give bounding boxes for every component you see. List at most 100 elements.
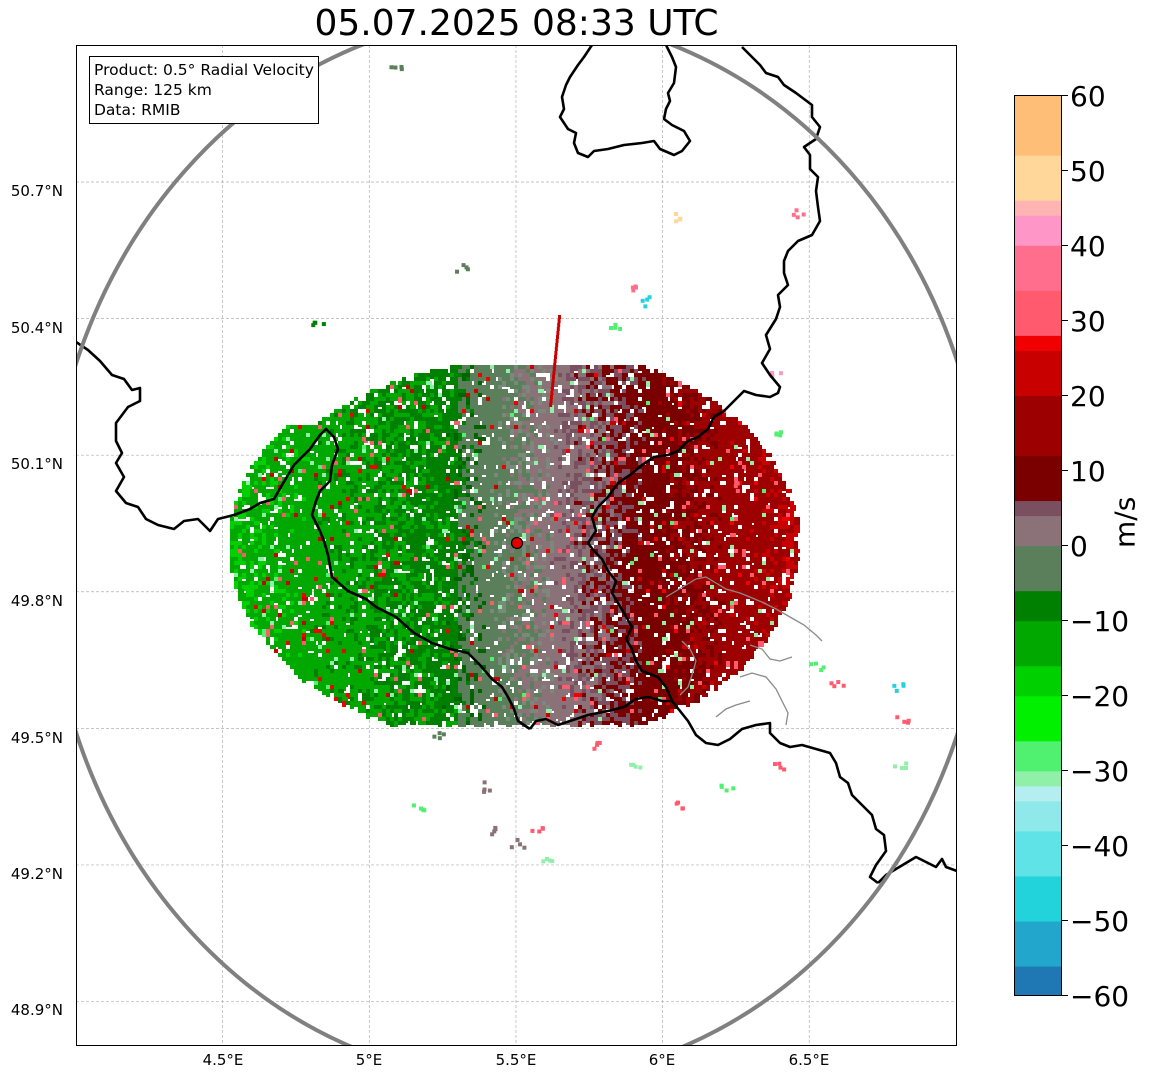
echo-bin — [514, 405, 518, 411]
echo-bin — [482, 409, 488, 413]
echo-bin — [326, 509, 332, 513]
echo-bin — [398, 385, 402, 389]
echo-bin — [602, 469, 606, 473]
echo-bin — [346, 441, 352, 447]
echo-bin — [494, 453, 498, 457]
echo-bin — [338, 533, 342, 537]
echo-bin — [778, 541, 782, 545]
echo-bin — [402, 533, 408, 537]
echo-bin — [322, 525, 328, 529]
echo-bin — [394, 405, 398, 409]
echo-bin — [638, 481, 644, 485]
echo-bin — [450, 373, 454, 377]
echo-bin — [646, 517, 650, 523]
echo-bin — [278, 545, 282, 551]
echo-bin — [482, 525, 488, 529]
echo-bin — [570, 473, 574, 477]
echo-bin — [510, 449, 514, 455]
echo-bin — [354, 481, 358, 485]
echo-bin — [430, 549, 434, 553]
echo-bin — [558, 409, 564, 413]
echo-bin — [442, 509, 446, 513]
echo-bin — [234, 517, 238, 521]
echo-bin — [458, 501, 462, 507]
echo-bin — [338, 421, 342, 425]
echo-bin — [386, 553, 392, 557]
echo-bin — [506, 433, 510, 439]
echo-bin — [710, 529, 716, 535]
echo-bin — [554, 417, 560, 423]
echo-bin — [574, 365, 578, 371]
echo-bin — [718, 409, 722, 413]
echo-bin — [662, 533, 668, 537]
echo-bin — [234, 533, 238, 537]
echo-bin — [682, 513, 688, 517]
echo-bin — [546, 429, 550, 433]
echo-bin — [642, 529, 646, 535]
echo-bin — [662, 421, 666, 425]
echo-bin — [586, 453, 590, 457]
echo-bin — [614, 465, 618, 471]
echo-bin — [430, 497, 434, 501]
echo-bin — [526, 481, 530, 485]
echo-bin — [314, 537, 318, 541]
echo-bin — [326, 501, 332, 505]
echo-bin — [406, 449, 412, 455]
echo-bin — [602, 437, 606, 441]
echo-bin — [710, 513, 716, 519]
echo-bin — [750, 537, 754, 543]
echo-bin — [574, 489, 578, 493]
echo-bin — [386, 433, 390, 437]
echo-bin — [498, 401, 502, 405]
echo-bin — [314, 445, 320, 451]
echo-bin — [606, 365, 612, 369]
echo-bin — [294, 465, 300, 469]
echo-bin — [402, 397, 406, 403]
echo-bin — [778, 501, 782, 507]
echo-bin — [670, 529, 674, 533]
echo-bin — [378, 397, 382, 403]
echo-bin — [718, 497, 722, 501]
echo-bin — [590, 445, 594, 451]
echo-bin — [582, 541, 588, 547]
echo-bin — [538, 469, 542, 475]
echo-bin — [614, 461, 620, 465]
echo-bin — [602, 461, 608, 465]
echo-bin — [366, 509, 370, 513]
echo-bin — [570, 465, 574, 471]
echo-bin — [770, 465, 774, 471]
echo-bin — [426, 457, 430, 461]
echo-bin — [446, 437, 450, 443]
echo-bin — [306, 517, 310, 521]
echo-bin — [326, 545, 330, 549]
echo-bin — [414, 449, 418, 453]
echo-bin — [626, 549, 630, 553]
echo-bin — [366, 465, 370, 471]
echo-bin — [718, 485, 722, 489]
echo-bin — [758, 449, 762, 455]
echo-bin — [630, 501, 634, 505]
echo-bin — [298, 485, 302, 491]
echo-bin — [286, 457, 290, 463]
echo-bin — [770, 481, 774, 485]
echo-bin — [674, 405, 678, 409]
echo-bin — [678, 421, 684, 427]
echo-bin — [238, 553, 242, 557]
echo-bin — [478, 373, 484, 377]
echo-bin — [430, 461, 434, 467]
echo-bin — [606, 409, 612, 413]
echo-bin — [438, 513, 442, 519]
echo-bin — [286, 497, 290, 503]
echo-bin — [582, 489, 586, 493]
echo-bin — [286, 441, 290, 445]
echo-bin — [678, 541, 682, 547]
echo-bin — [298, 541, 302, 545]
echo-bin — [774, 541, 778, 547]
echo-bin — [598, 429, 602, 433]
echo-bin — [694, 421, 698, 427]
echo-bin — [622, 409, 628, 413]
echo-bin — [550, 417, 554, 423]
echo-bin — [438, 481, 442, 485]
echo-bin — [554, 413, 558, 417]
echo-bin — [702, 545, 706, 551]
